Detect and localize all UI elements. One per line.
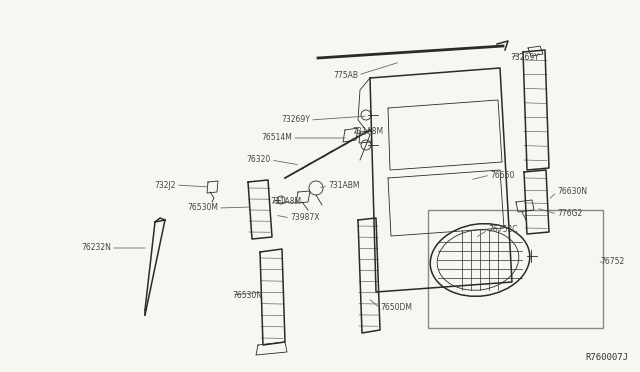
Text: 73987X: 73987X [290,214,319,222]
Text: 775AB: 775AB [333,71,358,80]
Text: 76530N: 76530N [232,291,262,299]
Text: 731A8M: 731A8M [270,198,301,206]
Text: 776G2: 776G2 [557,209,582,218]
Text: 732J2: 732J2 [154,180,176,189]
Text: R760007J: R760007J [585,353,628,362]
Text: 76650: 76650 [490,170,515,180]
Text: 73269Y: 73269Y [281,115,310,125]
Text: 76514M: 76514M [261,134,292,142]
Text: 76530M: 76530M [187,203,218,212]
Bar [428,210,603,328]
Text: 76232N: 76232N [81,244,111,253]
Text: 76630N: 76630N [557,187,587,196]
Text: 76320: 76320 [247,155,271,164]
Text: 731A8M: 731A8M [352,128,383,137]
Text: 731ABM: 731ABM [328,182,360,190]
Text: 73269Y: 73269Y [510,54,539,62]
Text: 76752: 76752 [600,257,624,266]
Text: 7650DM: 7650DM [380,304,412,312]
Text: 76752C: 76752C [488,225,518,234]
